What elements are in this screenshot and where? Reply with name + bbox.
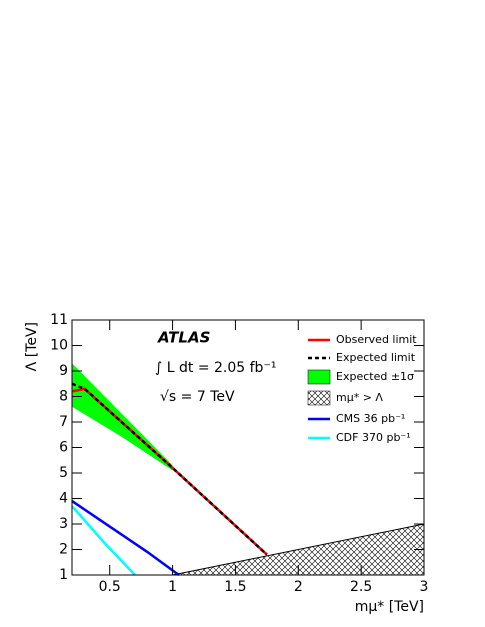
y-tick-label: 1	[59, 567, 68, 583]
legend-swatch	[307, 390, 331, 406]
legend-label: Expected ±1σ	[336, 370, 414, 383]
luminosity: ∫ L dt = 2.05 fb⁻¹	[155, 360, 276, 376]
x-tick-label: 2.5	[350, 579, 372, 595]
legend-label: Observed limit	[336, 333, 417, 346]
legend-swatch	[307, 369, 331, 385]
x-tick-label: 2	[294, 579, 303, 595]
x-tick-label: 1.5	[224, 579, 246, 595]
y-tick-label: 11	[50, 312, 68, 328]
y-tick-label: 9	[59, 363, 68, 379]
y-tick-label: 10	[50, 338, 68, 354]
y-axis-label: Λ [TeV]	[24, 322, 40, 371]
y-tick-label: 6	[59, 440, 68, 456]
legend-label: CDF 370 pb⁻¹	[336, 431, 411, 444]
y-tick-label: 5	[59, 465, 68, 481]
y-tick-label: 8	[59, 389, 68, 405]
series-line	[71, 505, 136, 576]
y-tick-label: 7	[59, 414, 68, 430]
series-line	[71, 500, 180, 577]
y-tick-label: 3	[59, 516, 68, 532]
legend-label: CMS 36 pb⁻¹	[336, 412, 405, 425]
x-axis-label: mμ* [TeV]	[355, 599, 424, 615]
x-tick-label: 0.5	[99, 579, 121, 595]
y-tick-label: 4	[59, 491, 68, 507]
x-tick-label: 3	[420, 579, 429, 595]
legend-label: Expected limit	[336, 351, 416, 364]
x-tick-label: 1	[168, 579, 177, 595]
y-tick-label: 2	[59, 542, 68, 558]
atlas-label: ATLAS	[157, 329, 210, 347]
legend-label: mμ* > Λ	[336, 391, 383, 404]
energy: √s = 7 TeV	[160, 389, 235, 405]
